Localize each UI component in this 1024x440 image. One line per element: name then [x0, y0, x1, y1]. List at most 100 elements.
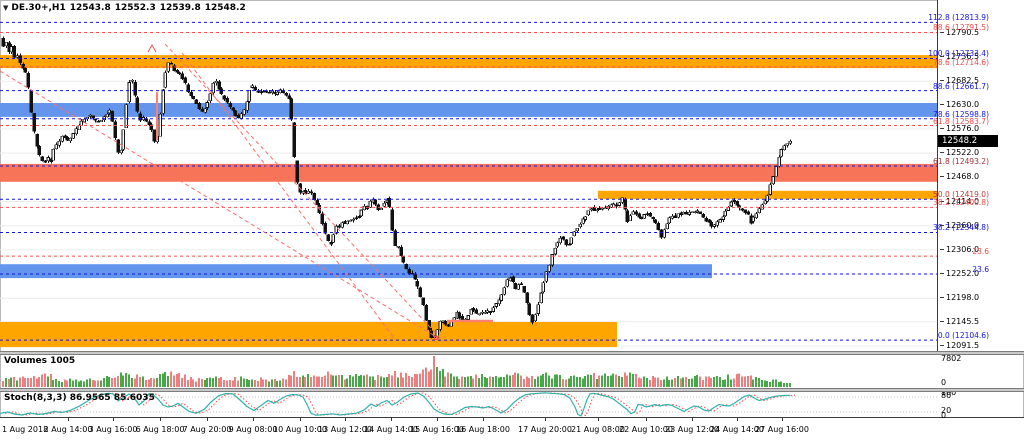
tick-mark	[940, 152, 944, 153]
price-tick-label: 12198.0	[940, 293, 979, 302]
time-axis[interactable]: 1 Aug 2018 2 Aug 14:00 3 Aug 16:00 6 Aug 18…	[0, 417, 1024, 440]
time-axis-label: 17 Aug 20:00	[518, 425, 572, 434]
stoch-scale-label: 100	[941, 388, 957, 397]
tick-mark	[940, 128, 944, 129]
stoch-scale-label: 80	[941, 391, 952, 400]
chart-dropdown-icon[interactable]: ▼	[3, 4, 9, 12]
tick-mark	[940, 104, 944, 105]
candles-layer	[1, 36, 792, 339]
time-axis-label: 3 Aug 16:00	[88, 425, 138, 434]
time-axis-label: 22 Aug 10:00	[619, 425, 673, 434]
fib-level-label: 61.8 (12583.7)	[933, 117, 989, 126]
ohlc-close: 12548.2	[204, 3, 246, 13]
fib-level-label: 78.6 (12714.6)	[933, 58, 989, 67]
time-axis-label: 23 Aug 12:00	[665, 425, 719, 434]
trendline[interactable]	[181, 52, 395, 339]
time-axis-label: 21 Aug 08:00	[571, 425, 625, 434]
fib-level-label: 50.0 (12419.0)	[933, 190, 989, 199]
time-axis-label: 1 Aug 2018	[2, 425, 49, 434]
time-tick-mark	[545, 418, 546, 421]
stoch-label-text: Stoch(8,3,3)	[4, 393, 67, 403]
fib-level-label: 61.8 (12493.2)	[933, 157, 989, 166]
time-axis-label: 13 Aug 12:00	[318, 425, 372, 434]
fib-level-label: 112.8 (12813.9)	[928, 13, 989, 22]
trendline[interactable]	[0, 70, 444, 342]
trendlines-layer	[0, 43, 444, 342]
fib-level-label: 88.6 (12791.5)	[933, 23, 989, 32]
price-tick-label: 12414.0	[940, 197, 979, 206]
trendline[interactable]	[164, 43, 444, 342]
time-axis-label: 27 Aug 16:00	[755, 425, 809, 434]
time-tick-mark	[253, 418, 254, 421]
volume-indicator-label: Volumes 1005	[4, 356, 75, 366]
symbol-period-label: DE.30+,H1	[11, 3, 66, 13]
pane-separator[interactable]	[0, 351, 1024, 355]
time-tick-mark	[782, 418, 783, 421]
time-tick-mark	[300, 418, 301, 421]
price-tick-label: 12306.0	[940, 245, 979, 254]
fib-level-label: 23.6	[972, 265, 989, 274]
time-tick-mark	[646, 418, 647, 421]
time-tick-mark	[113, 418, 114, 421]
tick-mark	[940, 225, 944, 226]
tick-mark	[940, 345, 944, 346]
stoch-main-value: 86.9565	[69, 393, 111, 403]
price-tick-label: 12630.0	[940, 100, 979, 109]
time-tick-mark	[345, 418, 346, 421]
price-chart-svg[interactable]	[0, 0, 937, 351]
pane-separator[interactable]	[0, 388, 1024, 392]
time-tick-mark	[207, 418, 208, 421]
supply-demand-zone[interactable]	[0, 163, 937, 182]
fib-anchor-mark	[434, 336, 438, 340]
volume-bars-layer	[2, 356, 791, 387]
price-tick-label: 12576.0	[940, 124, 979, 133]
supply-demand-zone[interactable]	[0, 322, 617, 348]
stochastic-svg[interactable]	[0, 392, 937, 417]
stochastic-indicator-label: Stoch(8,3,3) 86.9565 85.6035	[4, 393, 155, 403]
time-tick-mark	[160, 418, 161, 421]
time-axis-label: 9 Aug 08:00	[228, 425, 278, 434]
ohlc-low: 12539.8	[159, 3, 201, 13]
tick-mark	[940, 32, 944, 33]
stochastic-pane[interactable]	[0, 392, 937, 417]
volume-svg[interactable]	[0, 355, 937, 388]
ohlc-high: 12552.3	[114, 3, 156, 13]
time-axis-label: 10 Aug 10:00	[273, 425, 327, 434]
time-axis-label: 7 Aug 20:00	[182, 425, 232, 434]
supply-demand-zone[interactable]	[0, 264, 712, 279]
stoch-main-line	[0, 392, 791, 417]
volume-label-text: Volumes	[4, 356, 47, 366]
fib-level-label: 0.0 (12104.6)	[937, 331, 989, 340]
volume-pane[interactable]	[0, 355, 937, 388]
tick-mark	[940, 249, 944, 250]
price-tick-label: 12145.5	[940, 317, 979, 326]
tick-mark	[940, 321, 944, 322]
time-tick-mark	[483, 418, 484, 421]
tick-mark	[940, 56, 944, 57]
price-tick-label: 12790.5	[940, 28, 979, 37]
price-chart-pane[interactable]	[0, 0, 937, 351]
time-axis-label: 6 Aug 18:00	[135, 425, 185, 434]
price-tick-label: 12468.0	[940, 172, 979, 181]
supply-demand-zone[interactable]	[0, 55, 937, 69]
tick-mark	[940, 273, 944, 274]
tick-mark	[940, 176, 944, 177]
time-tick-mark	[737, 418, 738, 421]
gridlines-layer	[0, 32, 937, 347]
time-tick-mark	[437, 418, 438, 421]
annotations-layer	[147, 43, 493, 340]
time-axis-label: 15 Aug 16:00	[410, 425, 464, 434]
fib-level-label: 100.0 (12733.4)	[928, 49, 989, 58]
price-tick-label: 12091.5	[940, 341, 979, 350]
fib-level-label: 38.2 (12400.8)	[933, 198, 989, 207]
price-axis[interactable]: 12790.5 12736.5 12682.5 12630.0 12576.0 12522…	[937, 0, 1024, 351]
chart-title: ▼ DE.30+,H1 12543.8 12552.3 12539.8 12548.2	[3, 3, 250, 13]
fib-level-label: 78.6 (12598.8)	[933, 110, 989, 119]
stoch-signal-value: 85.6035	[113, 393, 155, 403]
tick-mark	[940, 297, 944, 298]
time-tick-mark	[391, 418, 392, 421]
fib-level-label: 88.6 (12661.7)	[933, 82, 989, 91]
stoch-scale-label: 0	[941, 411, 947, 420]
tick-mark	[940, 80, 944, 81]
